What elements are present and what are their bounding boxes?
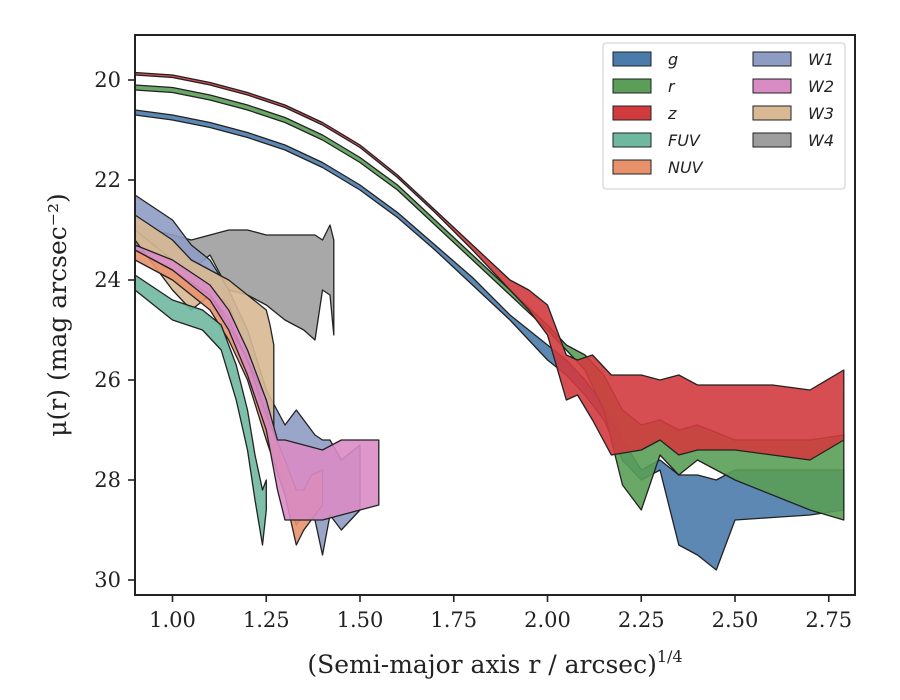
legend: grz FUV NUV W1 W2 W3 W4: [602, 42, 846, 190]
legend-label-fuv: FUV: [668, 131, 701, 150]
y-tick-label: 20: [94, 68, 121, 92]
y-tick-label: 24: [94, 268, 121, 292]
legend-label-w2: W2: [808, 77, 834, 96]
band-w2: [135, 244, 380, 521]
x-axis-label: (Semi-major axis r / arcsec)1/4: [307, 647, 682, 679]
axes-frame: [134, 34, 856, 596]
legend-swatch-w4: [752, 132, 792, 148]
legend-label-z: z: [667, 104, 677, 123]
y-axis-label: μ(r) (mag arcsec⁻²): [43, 193, 72, 436]
x-tick-label: 1.25: [243, 608, 290, 632]
y-tick-label: 28: [94, 468, 121, 492]
x-tick-label: 2.25: [618, 608, 665, 632]
legend-swatch-g: [612, 51, 652, 67]
legend-label-nuv: NUV: [668, 158, 704, 177]
legend-swatch-w3: [752, 105, 792, 121]
legend-swatch-w1: [752, 51, 792, 67]
legend-label-w4: W4: [808, 131, 834, 150]
x-tick-label: 2.75: [805, 608, 852, 632]
x-tick-label: 1.75: [430, 608, 477, 632]
y-tick-label: 22: [94, 168, 121, 192]
y-tick-label: 30: [94, 568, 121, 592]
x-tick-label: 1.00: [149, 608, 196, 632]
legend-swatch-fuv: [612, 132, 652, 148]
plot-area: [135, 71, 845, 571]
legend-swatch-nuv: [612, 159, 652, 175]
band-fuv: [135, 274, 267, 546]
legend-swatch-w2: [752, 78, 792, 94]
x-tick-label: 1.50: [337, 608, 384, 632]
legend-swatch-r: [612, 78, 652, 94]
legend-label-g: g: [668, 50, 678, 69]
legend-label-r: r: [668, 77, 676, 96]
x-tick-label: 2.50: [712, 608, 759, 632]
legend-label-w3: W3: [808, 104, 834, 123]
legend-label-w1: W1: [808, 50, 834, 69]
band-r: [135, 84, 845, 521]
legend-swatch-z: [612, 105, 652, 121]
x-tick-label: 2.00: [524, 608, 571, 632]
band-z: [135, 71, 845, 461]
y-tick-label: 26: [94, 368, 121, 392]
axis-ticks: 1.00 1.25 1.50 1.75 2.00 2.25 2.50 2.75 20 22 24 26…: [94, 68, 852, 632]
